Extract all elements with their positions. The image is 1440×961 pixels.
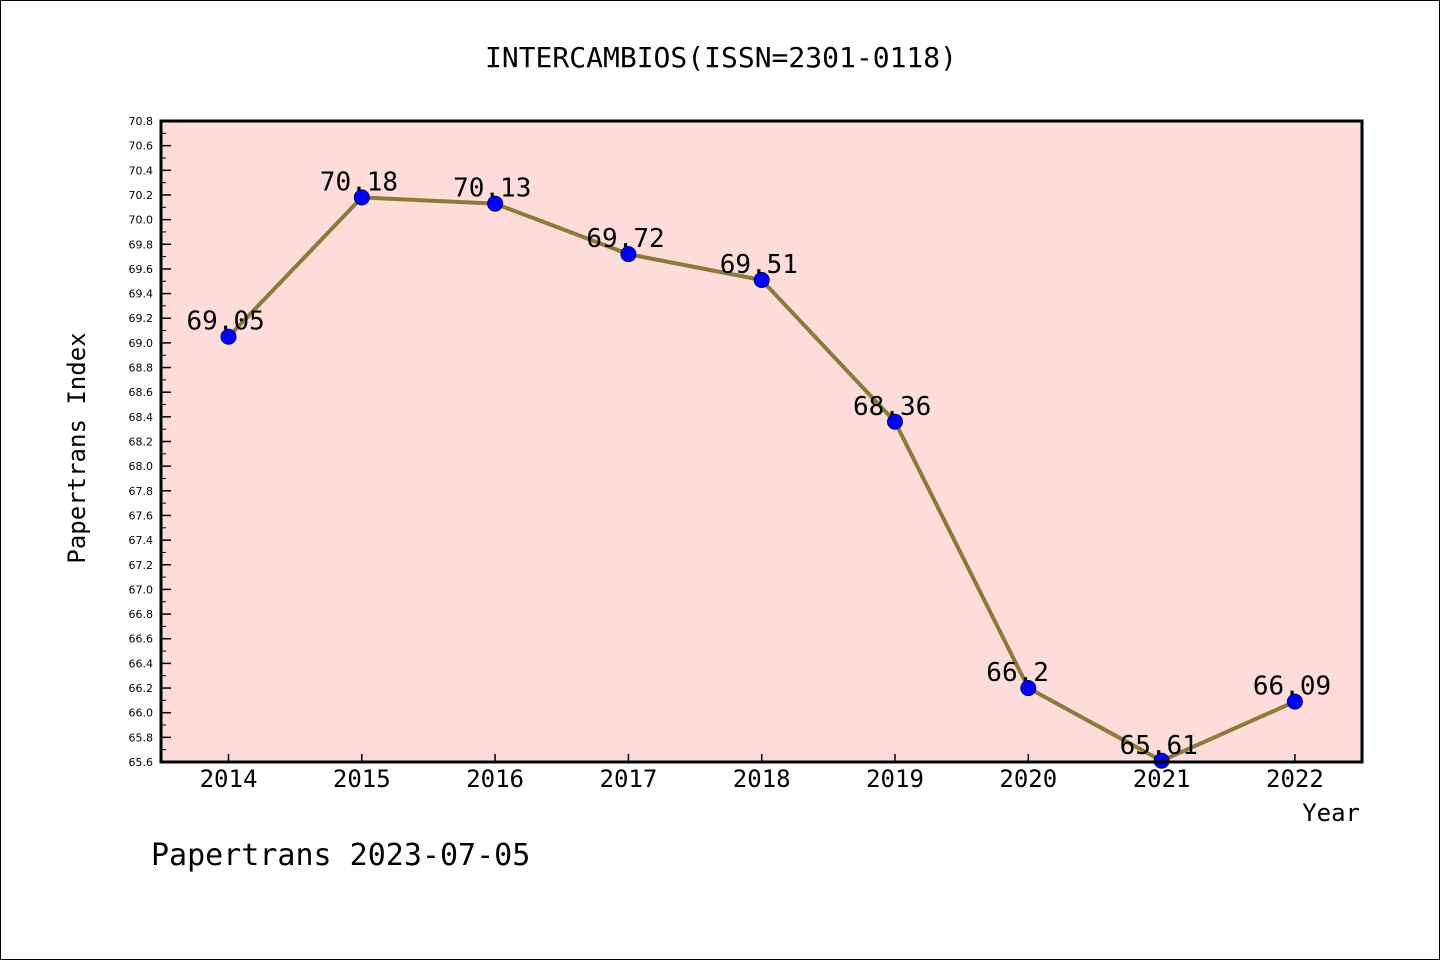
chart-title: INTERCAMBIOS(ISSN=2301-0118): [485, 41, 957, 74]
y-tick-label: 70.6: [129, 140, 154, 153]
data-label: 69.72: [586, 224, 664, 254]
y-tick-label: 67.6: [129, 509, 154, 522]
x-tick-label: 2017: [600, 765, 658, 793]
data-label: 70.18: [320, 167, 398, 197]
data-point: [1286, 693, 1303, 710]
x-tick-label: 2021: [1133, 765, 1191, 793]
data-point: [1020, 680, 1037, 697]
y-tick-label: 70.0: [129, 214, 154, 227]
y-tick-label: 68.0: [129, 460, 154, 473]
data-label: 70.13: [453, 174, 531, 204]
data-labels: 69.05 70.18 70.13 69.72 69.51 68.36 66.2 65.61 6…: [187, 167, 1332, 760]
x-axis-label: Year: [1302, 799, 1360, 827]
y-tick-label: 69.6: [129, 263, 154, 276]
data-label: 66.2: [986, 658, 1049, 688]
y-tick-label: 66.4: [129, 657, 154, 670]
data-label: 68.36: [853, 392, 931, 422]
x-tick-label: 2015: [333, 765, 391, 793]
y-tick-label: 66.6: [129, 633, 154, 646]
data-point: [487, 195, 504, 212]
y-tick-label: 70.8: [129, 115, 154, 128]
y-tick-label: 68.6: [129, 386, 154, 399]
y-tick-label: 68.2: [129, 436, 154, 449]
y-tick-label: 69.8: [129, 238, 154, 251]
y-tick-label: 67.8: [129, 485, 154, 498]
data-markers: [220, 189, 1303, 769]
y-tick-label: 67.0: [129, 583, 154, 596]
y-tick-label: 69.4: [129, 288, 154, 301]
y-tick-label: 69.0: [129, 337, 154, 350]
data-point: [753, 272, 770, 289]
y-tick-label: 67.2: [129, 559, 154, 572]
y-tick-label: 68.8: [129, 362, 154, 375]
y-tick-label: 70.2: [129, 189, 154, 202]
y-axis-label: Papertrans Index: [63, 332, 91, 563]
x-tick-label: 2016: [466, 765, 524, 793]
data-label: 65.61: [1120, 731, 1198, 761]
y-tick-label: 67.4: [129, 534, 154, 547]
y-tick-label: 66.2: [129, 682, 154, 695]
data-label: 66.09: [1253, 672, 1331, 702]
x-tick-label: 2018: [733, 765, 791, 793]
x-tick-label: 2020: [999, 765, 1057, 793]
data-label: 69.51: [720, 250, 798, 280]
plot-border: [159, 119, 1364, 764]
data-label: 69.05: [187, 307, 265, 337]
y-tick-label: 69.2: [129, 312, 154, 325]
data-point: [887, 413, 903, 430]
data-point: [620, 246, 637, 263]
data-point: [353, 189, 370, 206]
y-tick-label: 65.6: [129, 756, 154, 769]
x-tick-label: 2022: [1266, 765, 1324, 793]
y-tick-label: 68.4: [129, 411, 154, 424]
y-axis: 65.6 65.8 66.0 66.2 66.4 66.6 66.8 67.0 67.2 67.4…: [129, 115, 171, 769]
x-tick-label: 2019: [866, 765, 924, 793]
plot-area: [161, 121, 1362, 762]
watermark-text: Papertrans 2023-07-05: [151, 838, 530, 873]
y-tick-label: 66.8: [129, 608, 154, 621]
x-axis: 2014 2015 2016 2017 2018 2019 2020 2021 2022: [200, 754, 1324, 793]
x-tick-label: 2014: [200, 765, 258, 793]
data-point: [220, 328, 237, 345]
y-tick-label: 65.8: [129, 731, 154, 744]
y-tick-label: 70.4: [129, 164, 154, 177]
y-tick-label: 66.0: [129, 707, 154, 720]
